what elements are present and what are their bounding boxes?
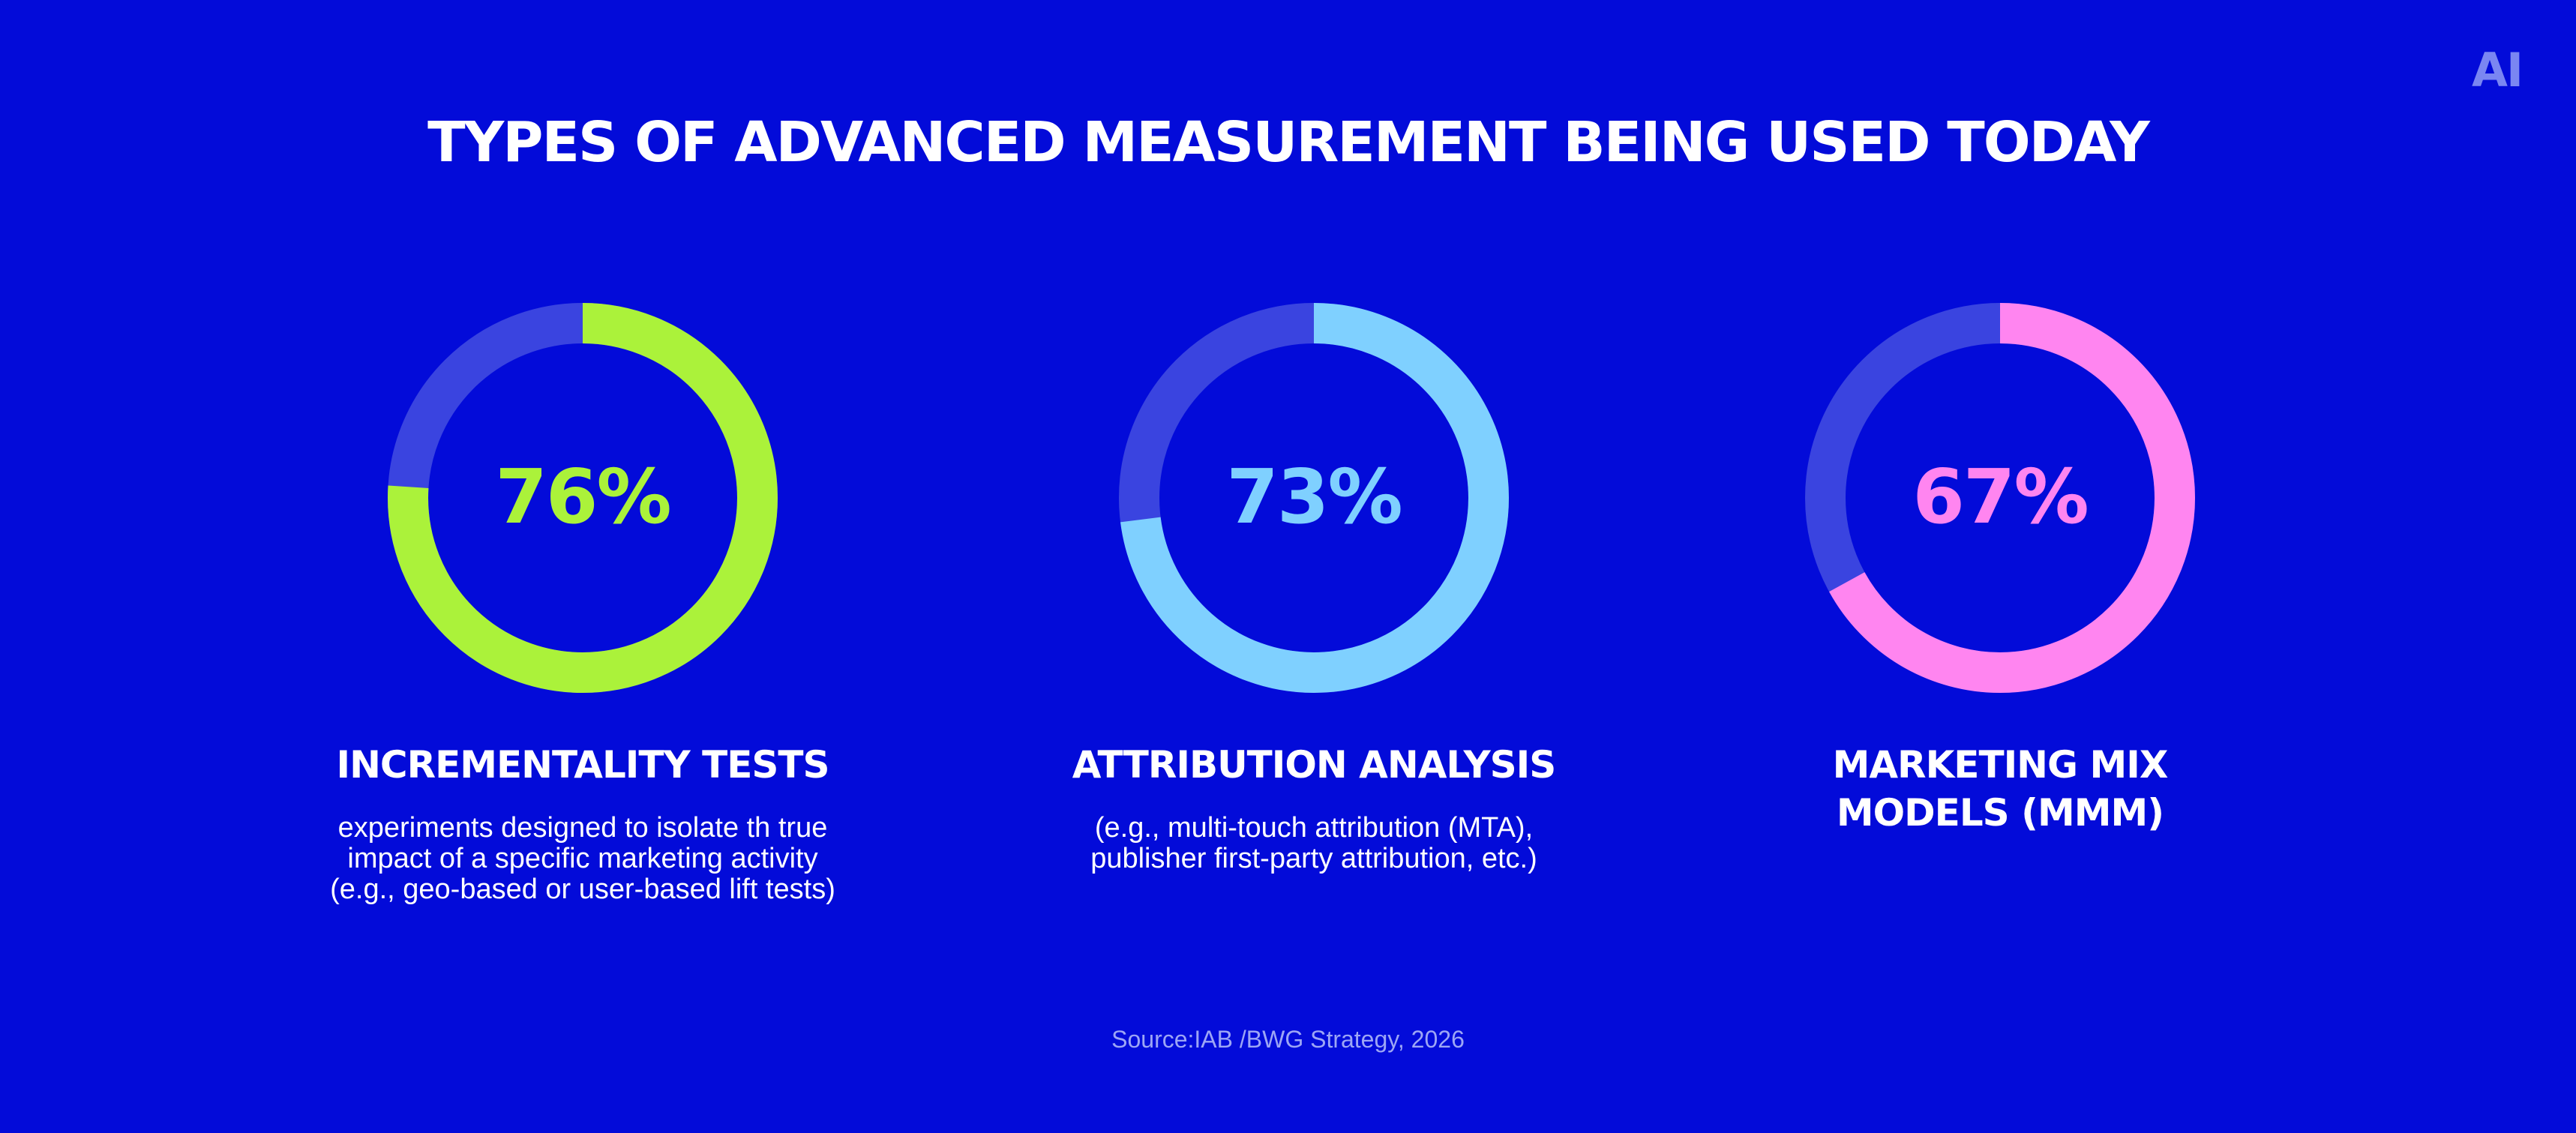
chart-panel-incrementality: 76% INCREMENTALITY TESTS experiments des… [283,303,883,978]
donut-chart-incrementality [388,303,778,693]
page-title: TYPES OF ADVANCED MEASUREMENT BEING USED… [427,110,2150,175]
donut-chart-mmm [1805,303,2195,693]
donut-segment-incrementality [388,303,778,693]
value-label-attribution: 73% [1226,453,1402,541]
donut-chart-attribution [1119,303,1509,693]
category-label-attribution: ATTRIBUTION ANALYSIS [1072,743,1557,787]
category-label-mmm: MARKETING MIX MODELS (MMM) [1832,743,2169,835]
value-label-mmm: 67% [1912,453,2089,541]
value-label-incrementality: 76% [495,453,671,541]
source-note: Source:IAB /BWG Strategy, 2026 [1111,1026,1465,1053]
chart-panel-attribution: 73% ATTRIBUTION ANALYSIS (e.g., multi-to… [1014,303,1614,978]
category-description-incrementality: experiments designed to isolate th true … [330,812,835,905]
category-description-attribution: (e.g., multi-touch attribution (MTA), pu… [1090,812,1537,874]
donut-segment-attribution [1119,303,1509,693]
brand-logo: AI [2472,43,2524,97]
donut-segment-mmm [1805,303,2195,693]
category-label-incrementality: INCREMENTALITY TESTS [336,743,829,787]
chart-panel-mmm: 67% MARKETING MIX MODELS (MMM) [1700,303,2300,978]
